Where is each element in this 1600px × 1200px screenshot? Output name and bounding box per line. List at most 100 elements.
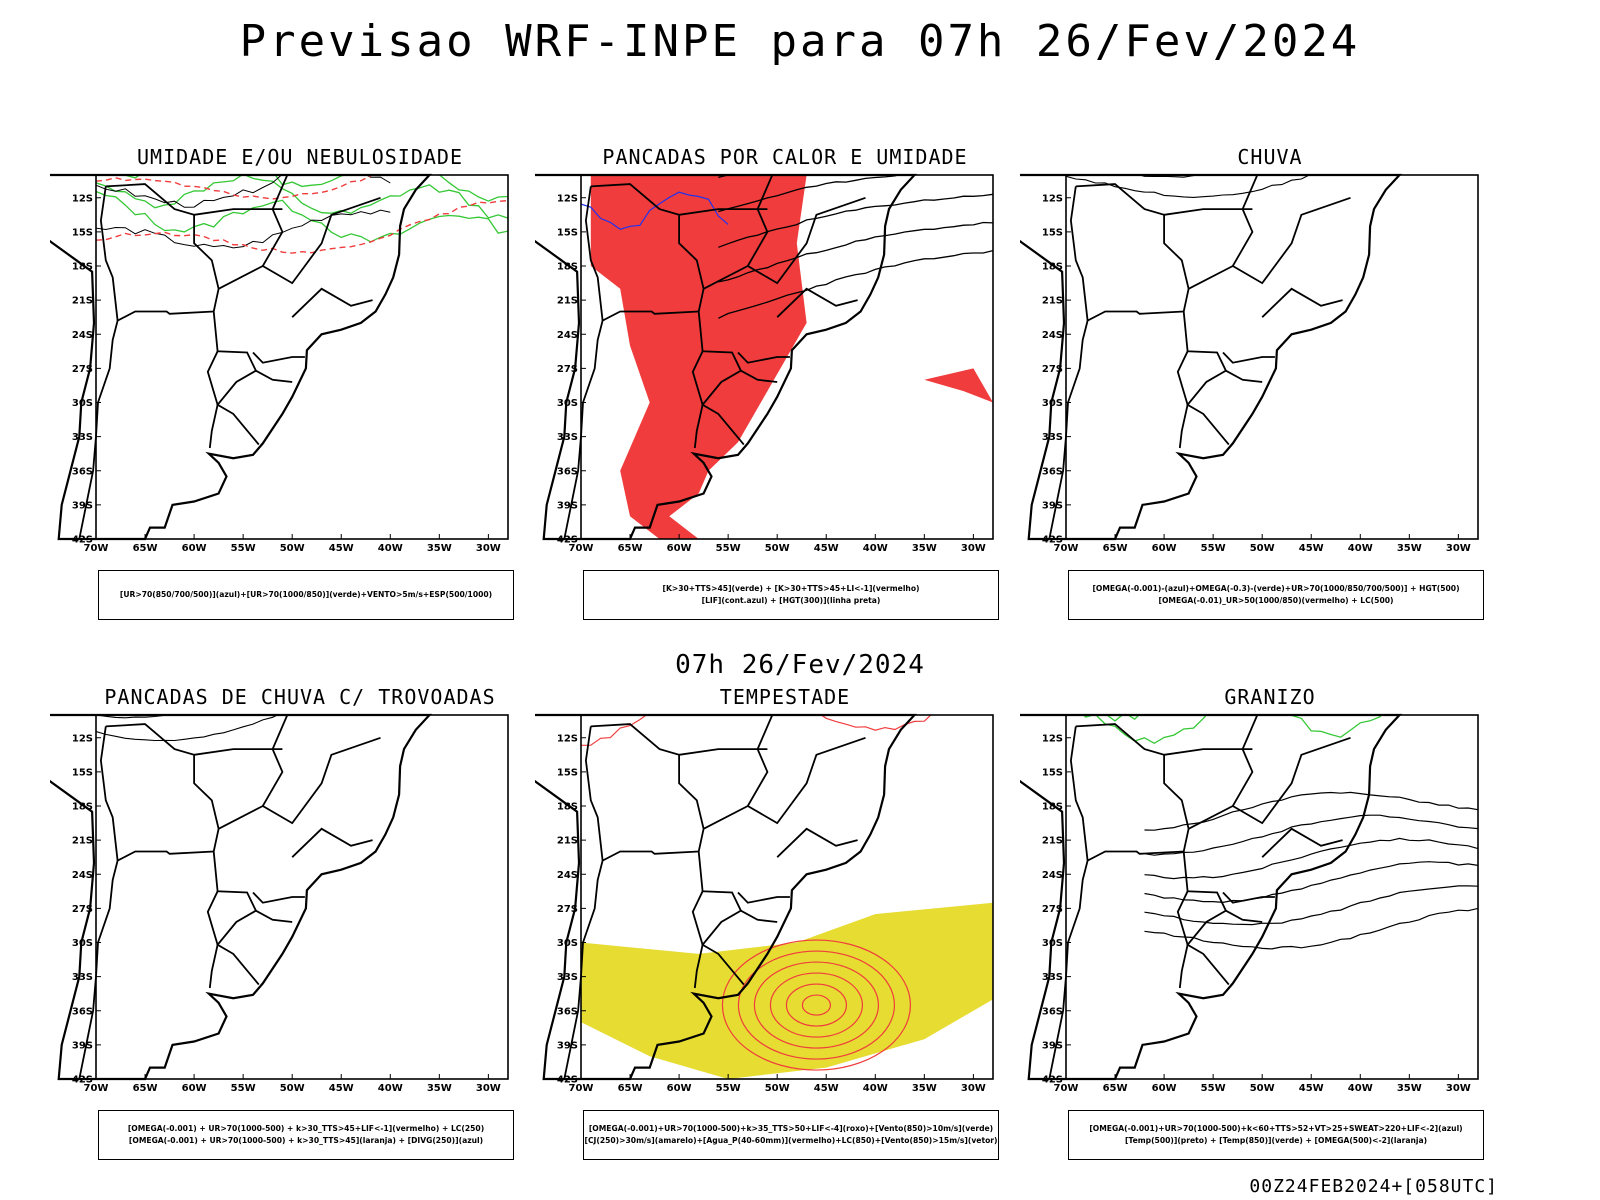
- lat-tick-label: 18S: [557, 262, 578, 273]
- lat-tick-label: 36S: [72, 1006, 93, 1017]
- lat-tick-label: 15S: [1042, 227, 1063, 238]
- country-border: [703, 714, 774, 830]
- convective-area-red: [590, 175, 807, 517]
- contour-label: 1024: [226, 173, 249, 175]
- country-border: [747, 196, 866, 285]
- lon-tick-label: 30W: [961, 1083, 986, 1094]
- lat-tick-label: 15S: [72, 767, 93, 778]
- lat-tick-label: 42S: [72, 535, 93, 546]
- lon-tick-label: 55W: [231, 543, 256, 554]
- humidity-contour-green: [121, 175, 508, 202]
- lon-tick-label: 50W: [765, 543, 790, 554]
- country-border: [747, 736, 866, 825]
- panel-title: GRANIZO: [1224, 685, 1316, 709]
- lat-tick-label: 42S: [557, 1075, 578, 1086]
- lon-tick-label: 70W: [84, 1083, 109, 1094]
- temp-500-contour: [1144, 837, 1478, 880]
- lon-tick-label: 30W: [1446, 1083, 1471, 1094]
- lat-tick-label: 24S: [557, 330, 578, 341]
- lon-tick-label: 60W: [667, 1083, 692, 1094]
- lon-tick-label: 60W: [182, 543, 207, 554]
- country-border: [99, 186, 119, 321]
- country-border: [737, 891, 790, 904]
- contour-label: 573: [1301, 173, 1318, 175]
- country-border: [255, 369, 293, 383]
- country-border: [1176, 350, 1189, 449]
- geopotential-contour: [1066, 175, 1311, 198]
- country-border: [563, 850, 699, 1080]
- lat-tick-label: 33S: [1042, 972, 1063, 983]
- contour-label: 9600: [635, 173, 658, 175]
- lat-tick-label: 39S: [1042, 1040, 1063, 1051]
- country-border: [206, 350, 219, 449]
- lat-tick-label: 27S: [557, 904, 578, 915]
- country-border: [691, 350, 704, 449]
- country-border: [218, 714, 289, 830]
- plot-frame: [95, 174, 509, 540]
- contour-label: 50: [827, 713, 839, 715]
- country-border: [78, 850, 214, 1080]
- lat-tick-label: 39S: [557, 1040, 578, 1051]
- humidity-contour-green: [96, 175, 508, 219]
- lat-tick-label: 30S: [557, 938, 578, 949]
- cyclone-contour: [753, 961, 880, 1049]
- panel-pancadas-calor: PANCADAS POR CALOR E UMIDADE 12S 15S 18S 21…: [535, 145, 1035, 625]
- country-border: [1188, 174, 1259, 290]
- panel-title: PANCADAS DE CHUVA C/ TROVOADAS: [104, 685, 496, 709]
- country-border: [255, 909, 293, 923]
- lat-tick-label: 39S: [1042, 500, 1063, 511]
- contour-label: 9440: [650, 173, 673, 175]
- cyclone-contour: [721, 939, 912, 1071]
- convective-area-red: [924, 368, 993, 403]
- contour-label: 585: [1229, 173, 1246, 175]
- lon-tick-label: 35W: [1397, 1083, 1422, 1094]
- legend-box: [OMEGA(-0.001)+UR>70(1000-500)+k>35_TTS>…: [583, 1110, 999, 1160]
- country-border: [584, 186, 604, 321]
- lat-tick-label: 33S: [557, 972, 578, 983]
- legend-box: [OMEGA(-0.001)-(azul)+OMEGA(-0.3)-(verde…: [1068, 570, 1484, 620]
- contour-label: 60: [947, 713, 959, 715]
- lon-tick-label: 50W: [280, 543, 305, 554]
- legend-line: [OMEGA(-0.001) + UR>70(1000-500) + k>30_…: [128, 1136, 484, 1145]
- temp-500-contour: [1144, 907, 1478, 950]
- lat-tick-label: 30S: [1042, 398, 1063, 409]
- lat-tick-label: 27S: [72, 904, 93, 915]
- lat-tick-label: 42S: [72, 1075, 93, 1086]
- lon-tick-label: 40W: [378, 1083, 403, 1094]
- panel-title: CHUVA: [1237, 145, 1303, 169]
- contour-label: 9680: [770, 173, 793, 175]
- lat-tick-label: 30S: [72, 398, 93, 409]
- land-mass: [1020, 175, 1400, 539]
- lon-tick-label: 60W: [1152, 543, 1177, 554]
- lat-tick-label: 42S: [557, 535, 578, 546]
- lat-tick-label: 12S: [557, 733, 578, 744]
- temp-500-contour: [1144, 885, 1478, 926]
- legend-box: [OMEGA(-0.001)+UR>70(1000-500)+k<60+TTS>…: [1068, 1110, 1484, 1160]
- country-border: [252, 351, 305, 364]
- panel-title: UMIDADE E/OU NEBULOSIDADE: [136, 145, 464, 169]
- lon-tick-label: 55W: [231, 1083, 256, 1094]
- contour-label: 12: [1159, 713, 1170, 715]
- temp-500-contour: [1144, 814, 1478, 856]
- country-border: [1261, 827, 1343, 858]
- cyclone-contour: [769, 972, 864, 1038]
- height-contour: [718, 221, 993, 283]
- lon-tick-label: 40W: [1348, 543, 1373, 554]
- lon-tick-label: 65W: [1103, 1083, 1128, 1094]
- country-border: [1069, 726, 1089, 861]
- coastline: [1020, 173, 1403, 541]
- legend-line: [UR>70(850/700/500)](azul)+[UR>70(1000/8…: [119, 590, 493, 599]
- contour-label: 576: [137, 173, 154, 175]
- panel-chuva: CHUVA 12S 15S 18S 21S 24S 27S 30S 33S 36S 39S 42S 7…: [1020, 145, 1520, 625]
- country-border: [1232, 196, 1351, 285]
- cyclone-contour: [737, 950, 896, 1060]
- cyclone-contour: [801, 994, 832, 1016]
- contour-label: 1016: [127, 173, 150, 175]
- lat-tick-label: 24S: [72, 870, 93, 881]
- run-timestamp: 00Z24FEB2024+[058UTC]: [1249, 1176, 1498, 1197]
- lat-tick-label: 18S: [1042, 802, 1063, 813]
- lon-tick-label: 35W: [427, 1083, 452, 1094]
- lon-tick-label: 50W: [280, 1083, 305, 1094]
- lat-tick-label: 27S: [1042, 364, 1063, 375]
- legend-line: [OMEGA(-0.001)+UR>70(1000-500)+k>35_TTS>…: [588, 1124, 994, 1133]
